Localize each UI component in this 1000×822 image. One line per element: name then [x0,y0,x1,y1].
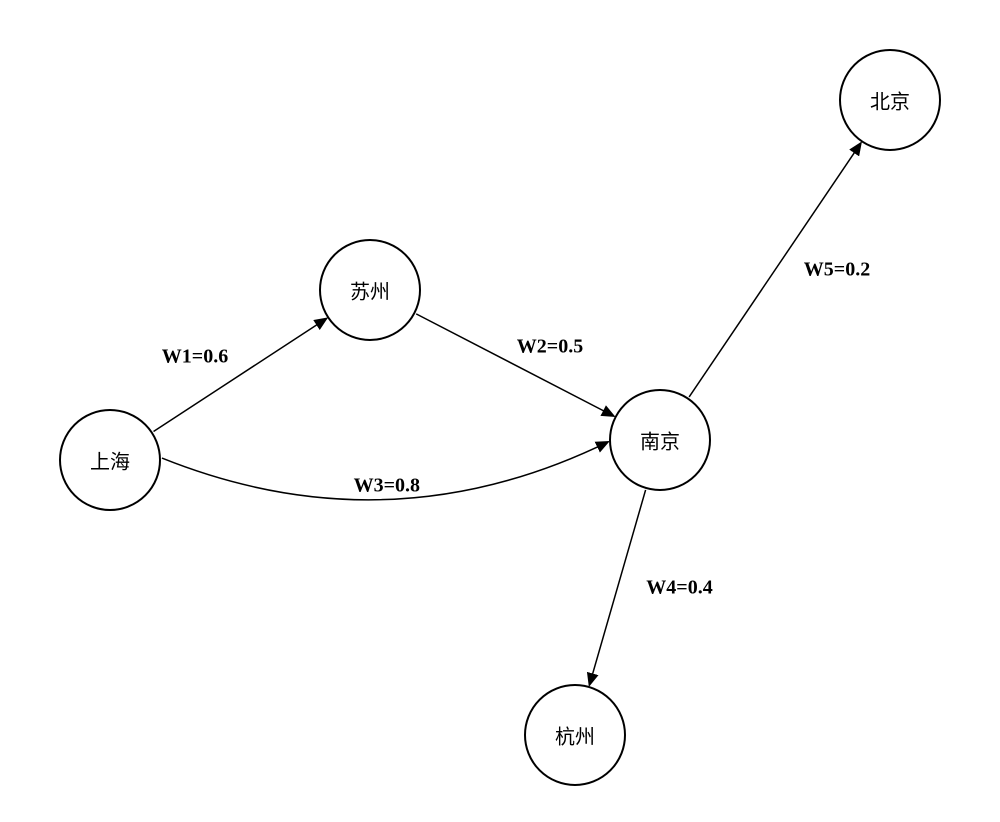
edge-w5 [689,143,861,397]
edge-w2 [416,314,614,416]
network-diagram: W1=0.6W2=0.5W3=0.8W4=0.4W5=0.2上海苏州南京北京杭州 [0,0,1000,822]
edges-layer [0,0,1000,822]
node-hangzhou [525,685,625,785]
node-nanjing [610,390,710,490]
node-beijing [840,50,940,150]
edge-w1 [154,318,327,431]
node-suzhou [320,240,420,340]
edge-w3 [162,442,608,500]
node-shanghai [60,410,160,510]
edge-w4 [589,490,645,685]
